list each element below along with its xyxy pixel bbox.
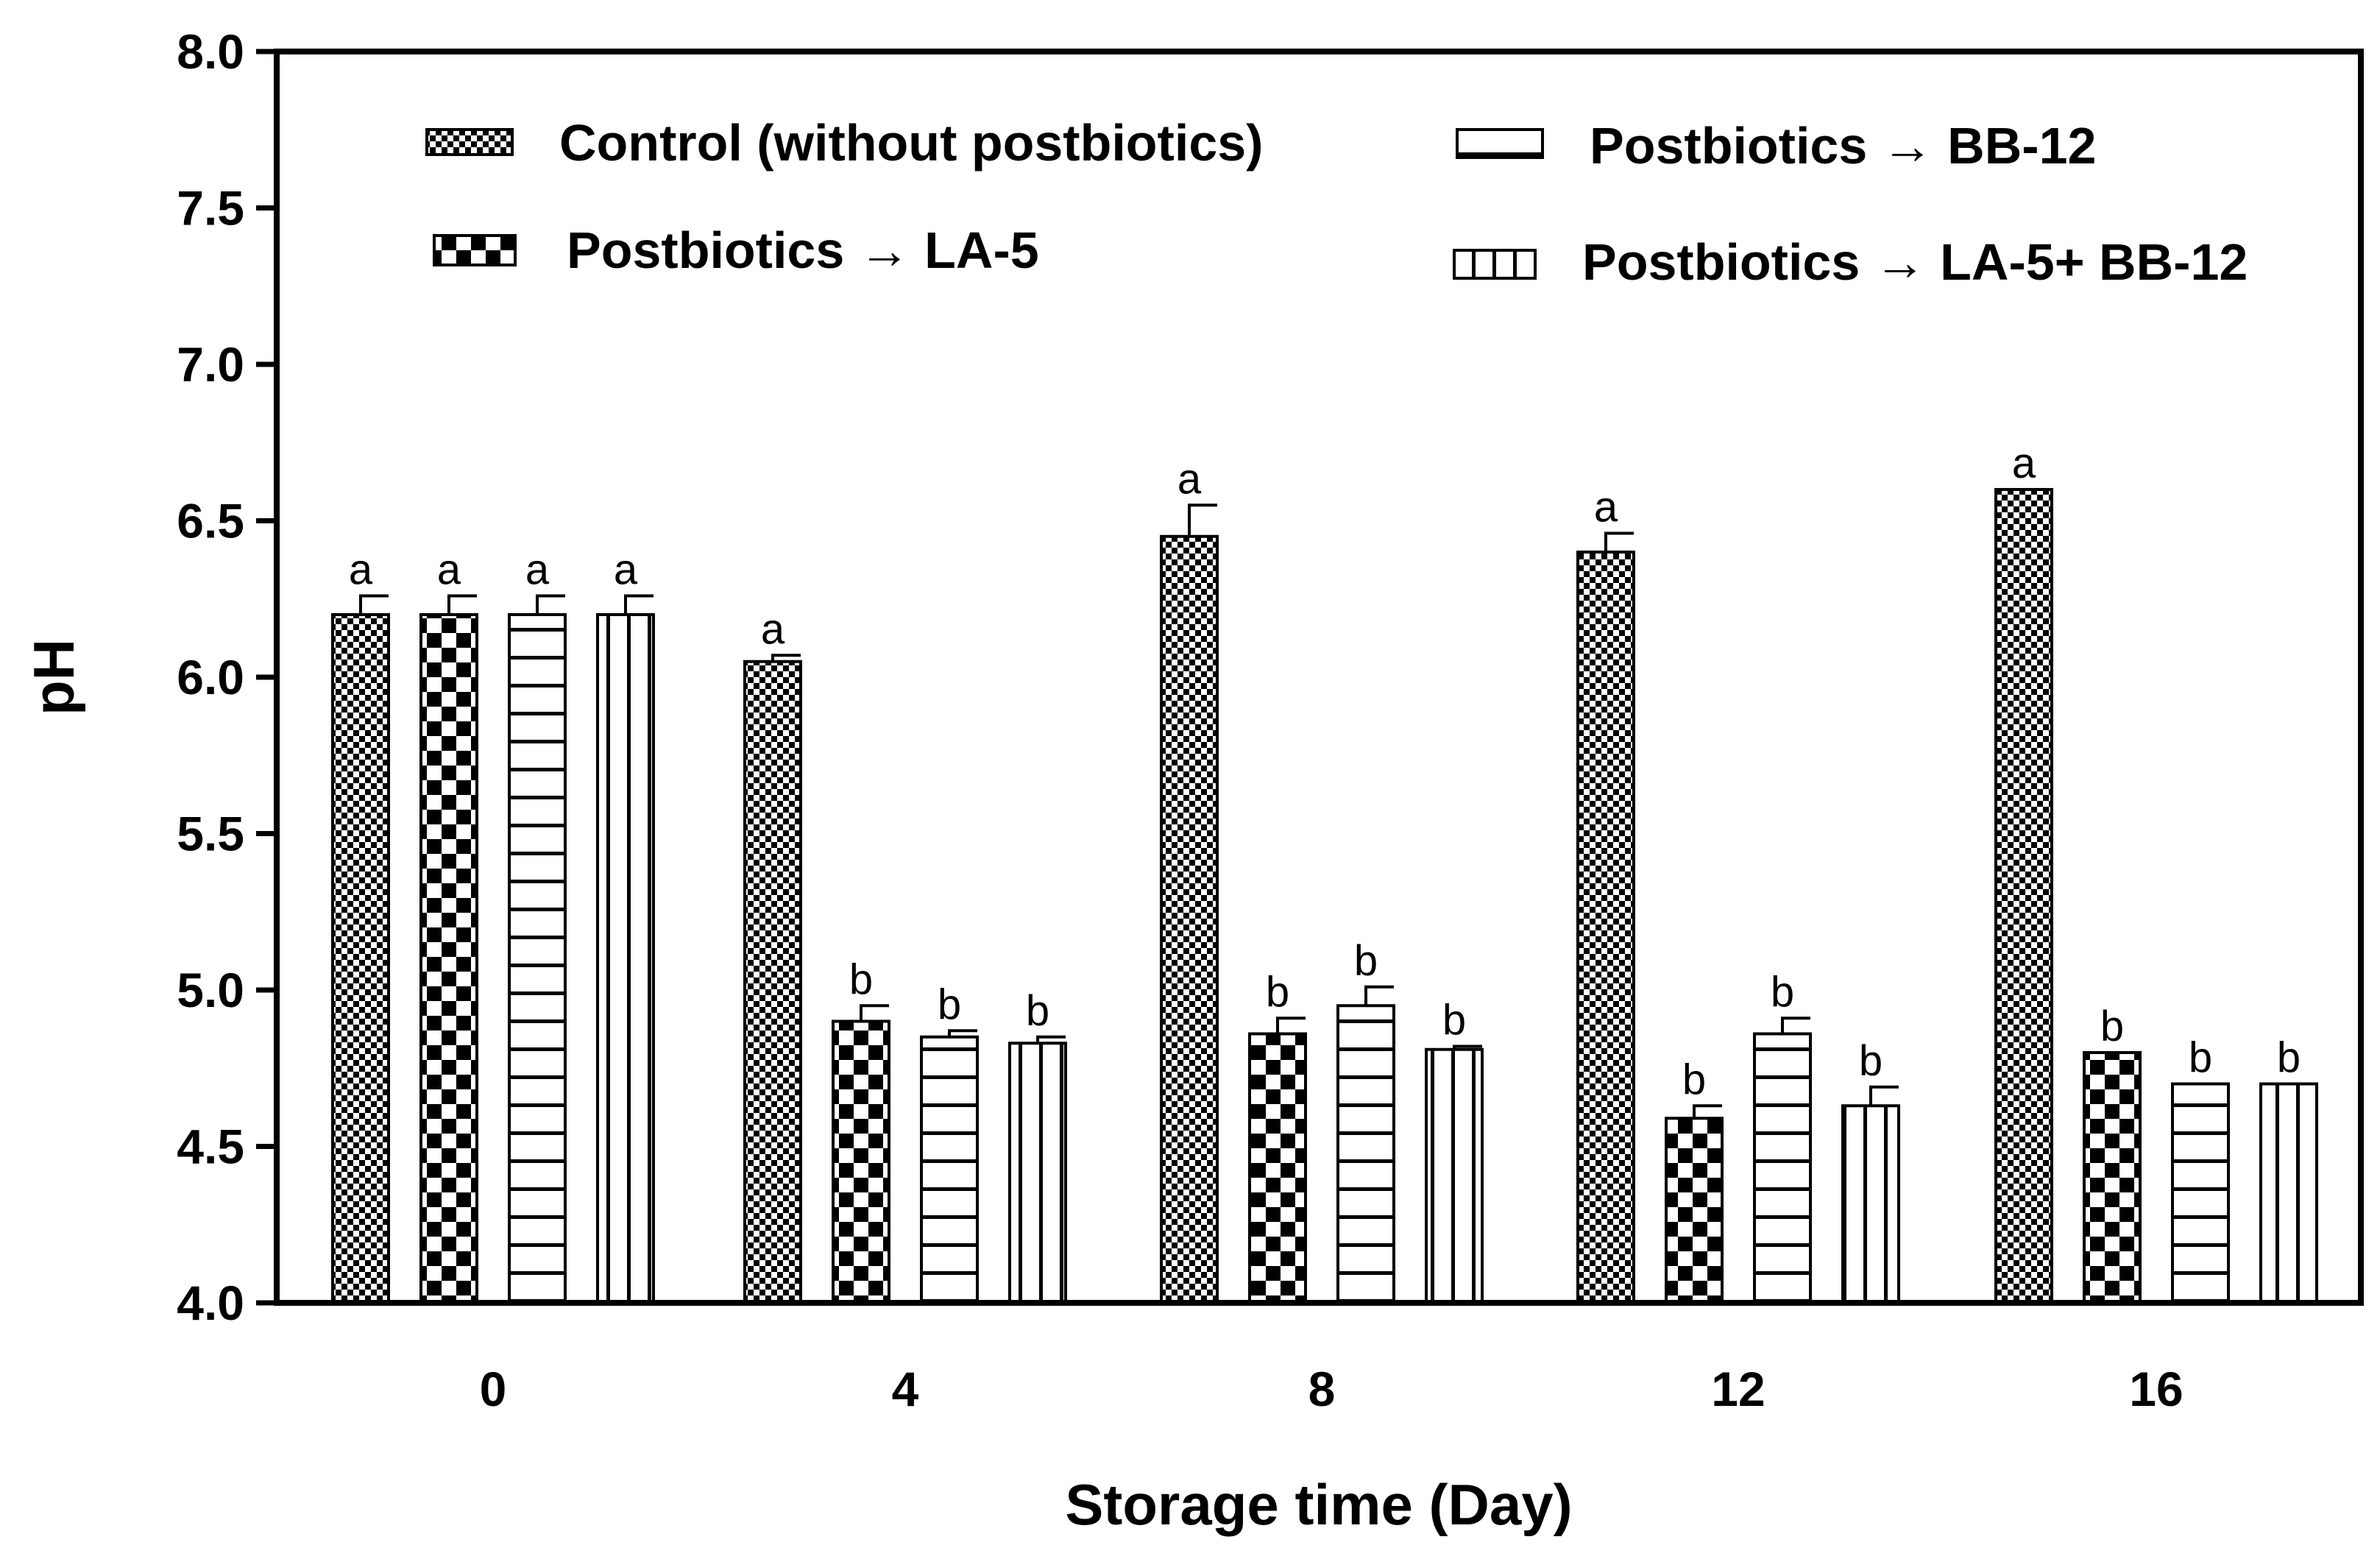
bar-8-series-1 (1248, 1032, 1307, 1304)
legend-swatch-la5-bb12 (1453, 249, 1537, 280)
y-tick-label: 8.0 (177, 24, 244, 79)
legend: Control (without postbiotics) Postbiotic… (425, 114, 2248, 291)
significance-letter: b (1682, 1056, 1706, 1103)
significance-letter: b (1266, 968, 1289, 1016)
significance-letter: b (1026, 987, 1049, 1035)
significance-letter: b (938, 980, 961, 1028)
significance-letter: b (1442, 997, 1466, 1044)
significance-letter: a (1177, 455, 1202, 503)
significance-letter: a (614, 546, 638, 594)
significance-letter: a (437, 546, 461, 594)
bar-16-series-2 (2171, 1082, 2230, 1304)
bar-4-series-0 (743, 660, 802, 1304)
legend-label-la5: Postbiotics → LA-5 (567, 222, 1039, 279)
x-tick-label: 4 (892, 1362, 919, 1416)
significance-letter: b (2277, 1034, 2301, 1082)
y-tick-label: 5.0 (177, 963, 244, 1017)
x-tick-label: 16 (2129, 1362, 2183, 1416)
y-axis: 4.0 4.5 5.0 5.5 6.0 6.5 7.0 7.5 8.0 (177, 24, 277, 1330)
bar-4-series-2 (920, 1035, 979, 1304)
significance-letter: b (2100, 1003, 2124, 1050)
x-axis-title: Storage time (Day) (1065, 1472, 1572, 1537)
y-tick-label: 6.5 (177, 494, 244, 548)
bar-0-series-1 (419, 613, 478, 1304)
significance-letter: b (1771, 968, 1794, 1016)
y-axis-title: pH (21, 639, 86, 715)
significance-letter: a (761, 605, 785, 653)
bar-16-series-3 (2259, 1082, 2318, 1304)
y-tick-label: 4.0 (177, 1276, 244, 1330)
legend-label-control: Control (without postbiotics) (559, 114, 1263, 172)
bar-8-series-0 (1160, 534, 1219, 1304)
bar-12-series-1 (1665, 1117, 1724, 1304)
significance-letter: b (1859, 1037, 1883, 1085)
bar-16-series-1 (2083, 1051, 2142, 1304)
legend-swatch-bb12 (1456, 128, 1544, 159)
significance-letters-layer: a a a a a b b b a b b b a b b b a b b b (349, 439, 2301, 1103)
bar-4-series-3 (1008, 1042, 1067, 1304)
significance-letter: a (1594, 484, 1618, 531)
significance-letter: a (2012, 439, 2036, 487)
legend-label-la5-bb12: Postbiotics → LA-5+ BB-12 (1582, 233, 2248, 291)
bar-8-series-3 (1425, 1047, 1484, 1304)
bar-0-series-3 (596, 613, 655, 1304)
bar-4-series-1 (832, 1019, 890, 1304)
significance-letter: b (2189, 1034, 2212, 1082)
legend-swatch-la5 (433, 234, 517, 266)
y-tick-label: 4.5 (177, 1120, 244, 1174)
significance-letter: b (849, 955, 873, 1003)
bar-12-series-0 (1576, 551, 1635, 1304)
y-tick-label: 5.5 (177, 807, 244, 861)
bar-0-series-0 (331, 613, 390, 1304)
bar-0-series-2 (508, 613, 567, 1304)
y-tick-label: 7.0 (177, 337, 244, 392)
y-tick-label: 7.5 (177, 181, 244, 236)
x-tick-label: 0 (480, 1362, 507, 1416)
y-tick-label: 6.0 (177, 650, 244, 704)
x-tick-label: 12 (1711, 1362, 1765, 1416)
significance-letter: b (1354, 937, 1378, 985)
significance-letter: a (525, 546, 550, 594)
x-axis: 0 4 8 12 16 (480, 1362, 2184, 1416)
bars-layer (331, 488, 2318, 1304)
legend-label-bb12: Postbiotics → BB-12 (1590, 117, 2096, 174)
bar-12-series-2 (1753, 1032, 1812, 1304)
significance-letter: a (349, 546, 373, 594)
bar-16-series-0 (1994, 488, 2053, 1304)
legend-swatch-control (425, 128, 514, 156)
error-bars-layer (359, 503, 1899, 1119)
x-tick-label: 8 (1308, 1362, 1336, 1416)
bar-12-series-3 (1841, 1104, 1900, 1304)
bar-8-series-2 (1336, 1004, 1395, 1304)
